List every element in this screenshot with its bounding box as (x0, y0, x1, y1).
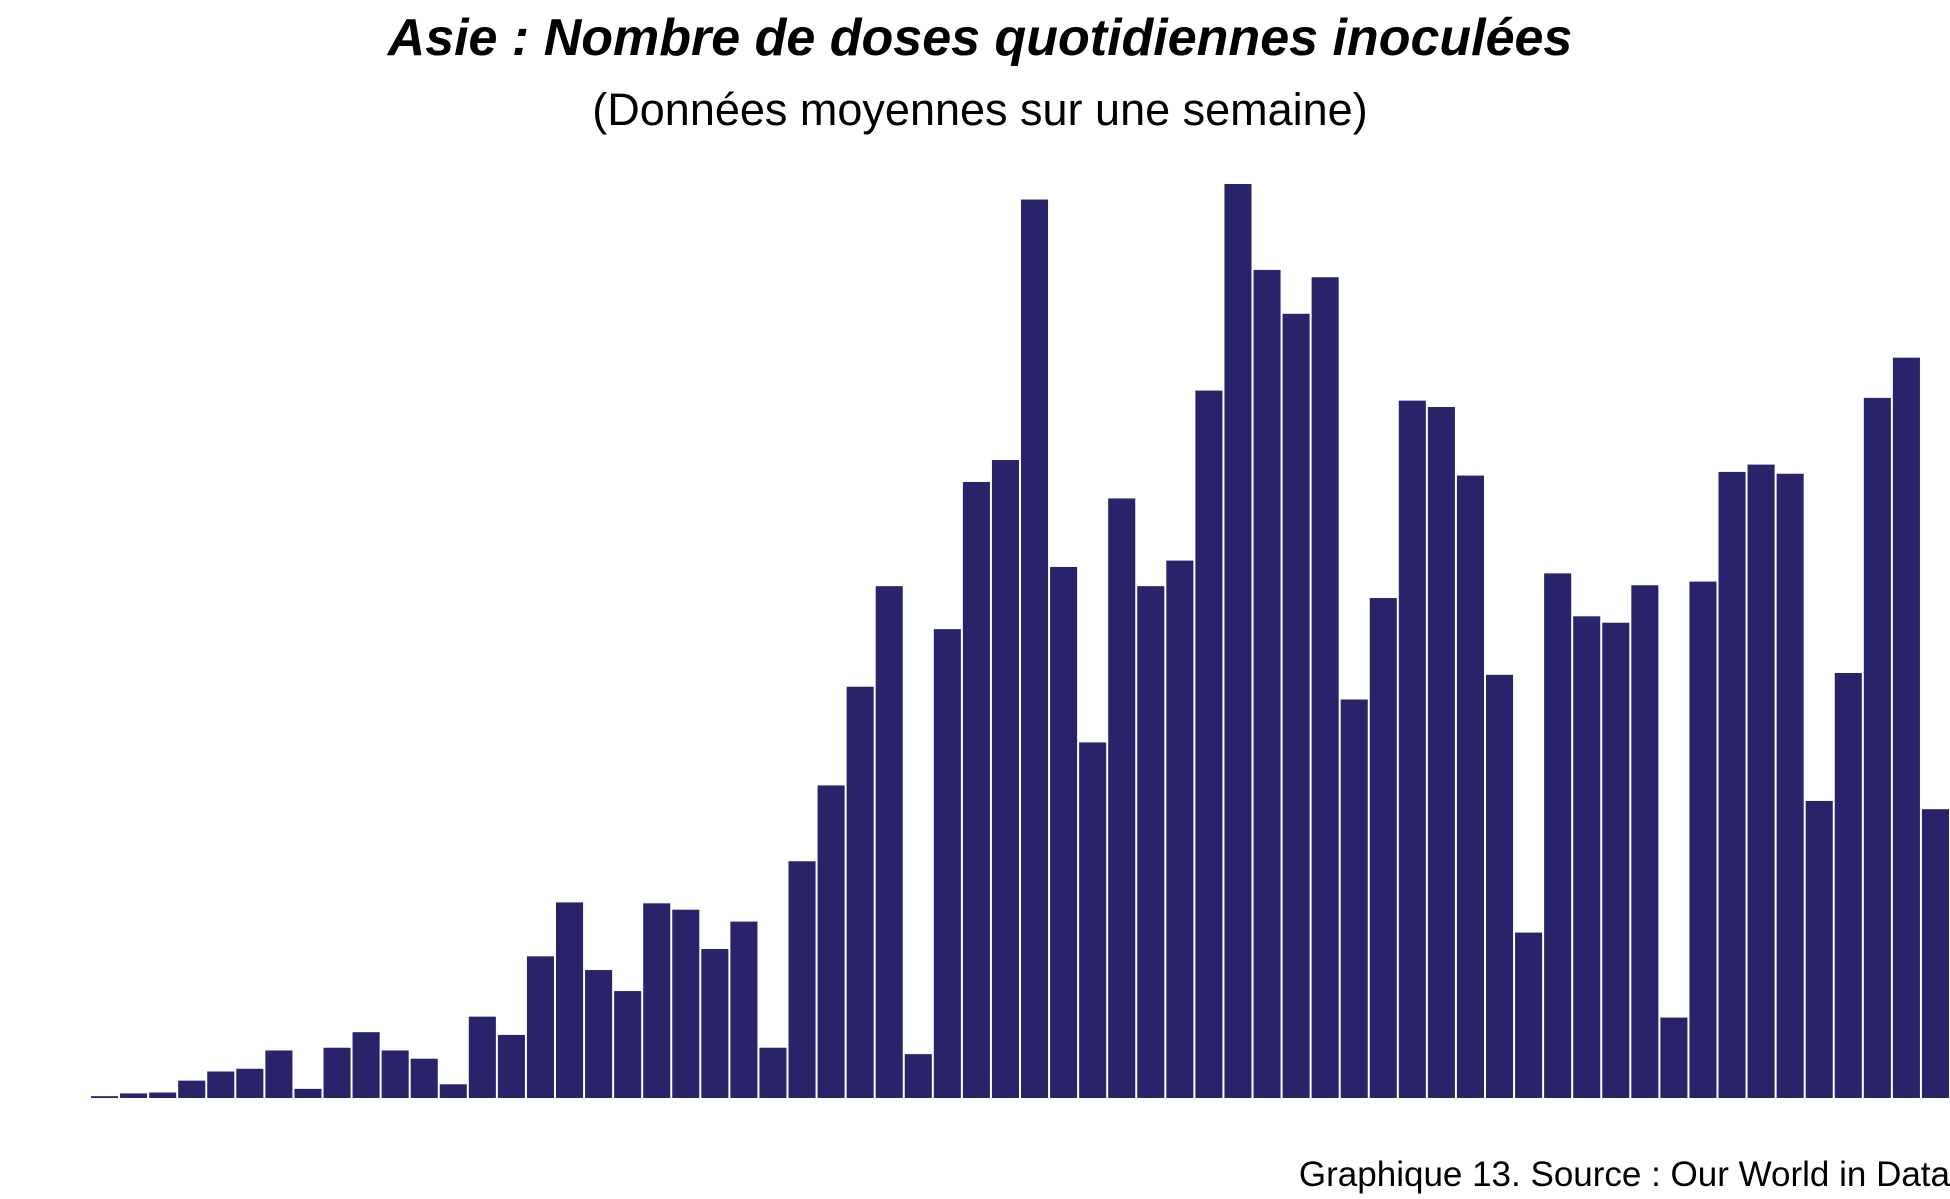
bar (381, 1050, 409, 1098)
bar (1108, 498, 1136, 1098)
bar (1427, 407, 1455, 1098)
bar (730, 921, 758, 1098)
bar (526, 956, 554, 1098)
bar (468, 1016, 496, 1098)
bar (1311, 277, 1339, 1099)
source-caption: Graphique 13. Source : Our World in Data (1298, 1155, 1950, 1194)
bar (236, 1068, 264, 1098)
bar (643, 903, 671, 1098)
bar (614, 991, 642, 1098)
bar (1195, 390, 1223, 1098)
bar (1776, 473, 1804, 1098)
bar (1544, 573, 1572, 1098)
bar (556, 902, 584, 1098)
bar (352, 1032, 380, 1098)
bar (323, 1047, 351, 1098)
bar (1369, 598, 1397, 1098)
bar (1863, 397, 1891, 1098)
bar (962, 481, 990, 1099)
bar (497, 1034, 525, 1098)
bar (788, 861, 816, 1098)
bar (1224, 184, 1252, 1098)
bar (1573, 616, 1601, 1098)
bar (1398, 400, 1426, 1098)
bar (1021, 199, 1049, 1099)
bar (759, 1047, 787, 1098)
bar (1340, 699, 1368, 1098)
bar (1689, 581, 1717, 1098)
bar (585, 970, 613, 1098)
bar (701, 949, 729, 1098)
bar (149, 1092, 177, 1098)
bar (1486, 674, 1514, 1098)
bar (1515, 932, 1543, 1098)
bar (1137, 586, 1165, 1098)
bar (1456, 475, 1484, 1098)
bar (933, 629, 961, 1098)
bar (1747, 464, 1775, 1099)
bar (207, 1071, 235, 1098)
bar (1166, 560, 1194, 1098)
bar (1602, 622, 1630, 1098)
bar (178, 1080, 206, 1098)
chart-subtitle: (Données moyennes sur une semaine) (592, 84, 1368, 135)
bar (1631, 585, 1659, 1098)
bar (265, 1050, 293, 1098)
bar (846, 686, 874, 1098)
bar (817, 785, 845, 1098)
bar (1718, 471, 1746, 1098)
bar (1282, 313, 1310, 1098)
bar (991, 460, 1019, 1098)
bar (1079, 742, 1107, 1098)
bar (1253, 269, 1281, 1098)
bar (1892, 357, 1920, 1098)
bar (875, 586, 903, 1098)
bar (410, 1058, 438, 1098)
bar (120, 1093, 148, 1098)
bar (439, 1084, 467, 1098)
chart-title: Asie : Nombre de doses quotidiennes inoc… (387, 9, 1573, 67)
bar (1834, 672, 1862, 1098)
bar (1660, 1017, 1688, 1098)
bar (1050, 566, 1078, 1098)
bar (1921, 809, 1949, 1098)
bar (904, 1054, 932, 1098)
bar-series (91, 184, 1949, 1099)
bar (1805, 800, 1833, 1098)
bar (91, 1096, 119, 1098)
bar (294, 1088, 322, 1098)
bar (672, 909, 700, 1098)
